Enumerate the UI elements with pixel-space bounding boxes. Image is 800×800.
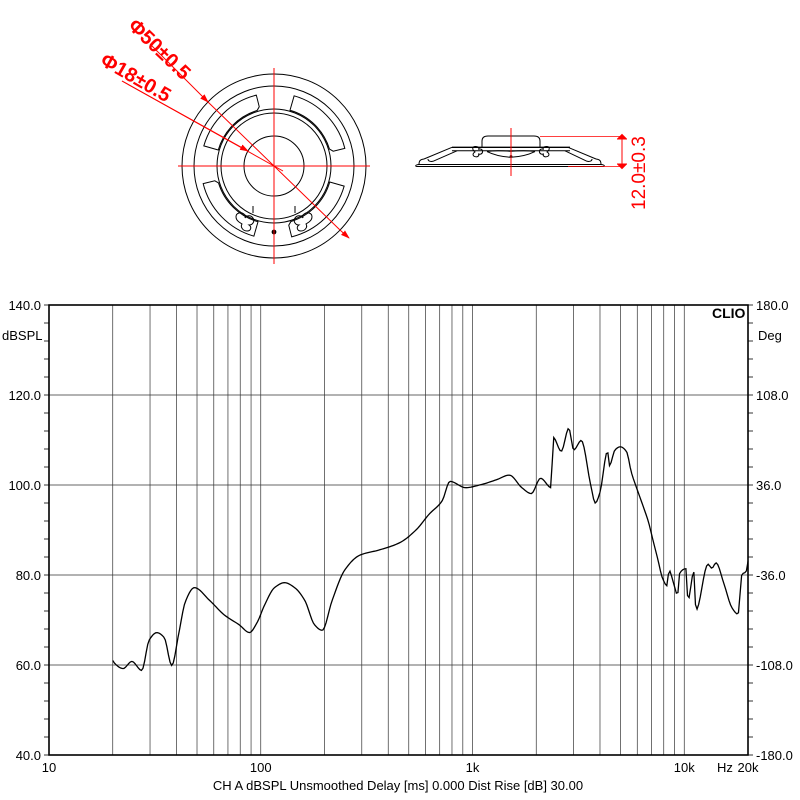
svg-text:12.0±0.3: 12.0±0.3	[629, 136, 650, 210]
svg-text:108.0: 108.0	[756, 388, 789, 403]
svg-text:100: 100	[250, 760, 272, 775]
svg-text:Hz: Hz	[717, 760, 733, 775]
svg-text:-180.0: -180.0	[756, 748, 793, 763]
svg-text:Deg: Deg	[758, 328, 782, 343]
svg-text:80.0: 80.0	[16, 568, 41, 583]
svg-text:20k: 20k	[738, 760, 759, 775]
svg-text:CH A dBSPL Unsmoothed De: CH A dBSPL Unsmoothed Delay [ms] 0.000 D…	[213, 778, 583, 793]
svg-text:CLIO: CLIO	[712, 305, 746, 321]
svg-text:60.0: 60.0	[16, 658, 41, 673]
svg-text:1k: 1k	[466, 760, 480, 775]
svg-text:40.0: 40.0	[16, 748, 41, 763]
svg-text:140.0: 140.0	[8, 298, 41, 313]
svg-text:180.0: 180.0	[756, 298, 789, 313]
svg-text:-36.0: -36.0	[756, 568, 786, 583]
svg-text:dBSPL: dBSPL	[2, 328, 42, 343]
svg-text:-108.0: -108.0	[756, 658, 793, 673]
svg-text:100.0: 100.0	[8, 478, 41, 493]
svg-text:10: 10	[42, 760, 56, 775]
svg-text:36.0: 36.0	[756, 478, 781, 493]
svg-text:10k: 10k	[674, 760, 695, 775]
svg-text:120.0: 120.0	[8, 388, 41, 403]
